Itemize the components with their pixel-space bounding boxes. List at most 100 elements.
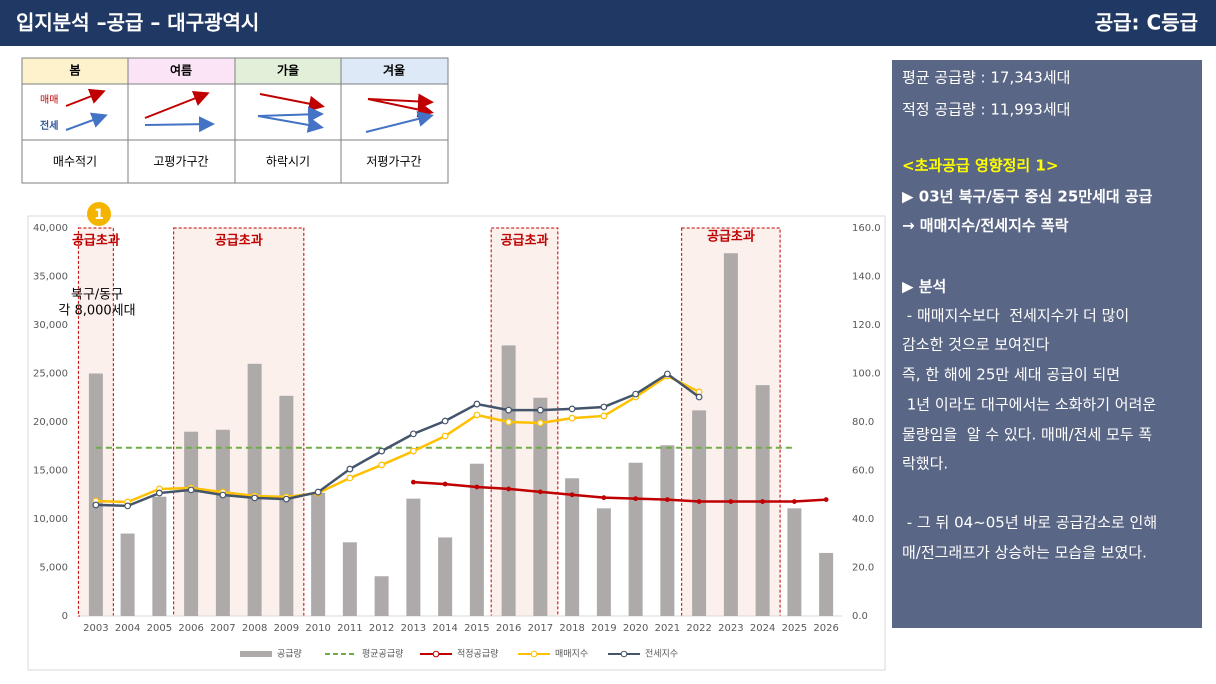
bar bbox=[247, 363, 262, 616]
point bbox=[187, 486, 195, 494]
bar bbox=[628, 462, 643, 616]
legend-label: 공급량 bbox=[277, 648, 302, 660]
y-tick-label: 25,000 bbox=[33, 369, 68, 380]
y2-tick-label: 160.0 bbox=[852, 223, 881, 234]
x-tick-label: 2010 bbox=[305, 623, 330, 634]
phase: 매수적기 bbox=[53, 155, 97, 169]
bar bbox=[374, 576, 389, 616]
highlight-label: 공급초과 bbox=[72, 234, 120, 249]
y-tick-label: 15,000 bbox=[33, 466, 68, 477]
x-tick-label: 2012 bbox=[369, 623, 394, 634]
phase: 고평가구간 bbox=[153, 155, 208, 169]
point bbox=[92, 501, 100, 509]
phase: 저평가구간 bbox=[366, 155, 421, 169]
panel-line: 물량임을 알 수 있다. 매매/전세 모두 폭 bbox=[902, 426, 1152, 444]
annotation-text: 북구/동구 bbox=[71, 288, 123, 303]
point bbox=[409, 430, 417, 438]
x-tick-label: 2011 bbox=[337, 623, 362, 634]
annotation-marker bbox=[87, 202, 111, 226]
legend-label: 평균공급량 bbox=[362, 648, 403, 660]
season: 겨울 bbox=[383, 63, 405, 78]
point bbox=[442, 481, 448, 487]
point bbox=[473, 411, 481, 419]
line bbox=[95, 374, 700, 504]
point bbox=[568, 405, 576, 413]
annotation-number: 1 bbox=[94, 207, 104, 223]
point bbox=[664, 497, 670, 503]
point bbox=[505, 418, 513, 426]
line bbox=[413, 480, 827, 503]
bar bbox=[215, 429, 230, 616]
bar bbox=[787, 508, 802, 616]
table-grid bbox=[22, 58, 448, 183]
x-tick-label: 2025 bbox=[782, 623, 807, 634]
cell bbox=[128, 58, 235, 84]
legend-label: 전세지수 bbox=[645, 649, 678, 660]
y-tick-label: 5,000 bbox=[39, 563, 68, 574]
y2-tick-label: 100.0 bbox=[852, 369, 881, 380]
y-tick-label: 35,000 bbox=[33, 272, 68, 283]
point bbox=[473, 400, 481, 408]
panel-line: ▶ 분석 bbox=[902, 278, 946, 296]
highlight-label: 공급초과 bbox=[215, 234, 263, 249]
bar bbox=[723, 253, 738, 616]
x-tick-label: 2023 bbox=[718, 623, 743, 634]
bar bbox=[533, 397, 548, 616]
x-tick-label: 2007 bbox=[210, 623, 235, 634]
point bbox=[663, 370, 671, 378]
legend-sale: 매매 bbox=[40, 94, 58, 106]
point bbox=[410, 479, 416, 485]
x-tick-label: 2006 bbox=[178, 623, 203, 634]
x-tick-label: 2020 bbox=[623, 623, 648, 634]
bar bbox=[596, 508, 611, 616]
bar bbox=[279, 395, 294, 616]
y2-tick-label: 80.0 bbox=[852, 417, 874, 428]
panel-line: 평균 공급량 : 17,343세대 bbox=[902, 69, 1070, 87]
header-title: 입지분석 –공급 – 대구광역시 bbox=[16, 11, 259, 35]
bar bbox=[501, 345, 516, 616]
point bbox=[633, 496, 639, 502]
x-tick-label: 2015 bbox=[464, 623, 489, 634]
y2-tick-label: 120.0 bbox=[852, 320, 881, 331]
point bbox=[536, 419, 544, 427]
panel-line: ▶ 03년 북구/동구 중심 25만세대 공급 bbox=[902, 188, 1153, 206]
y-tick-label: 20,000 bbox=[33, 417, 68, 428]
bar bbox=[819, 552, 834, 616]
panel-line: 감소한 것으로 보여진다 bbox=[902, 336, 1050, 354]
header-bar bbox=[0, 0, 1216, 46]
panel-line: - 매매지수보다 전세지수가 더 많이 bbox=[902, 307, 1129, 325]
line bbox=[95, 372, 700, 508]
panel-line: → 매매지수/전세지수 폭락 bbox=[902, 217, 1069, 235]
bar bbox=[438, 537, 453, 616]
y2-tick-label: 60.0 bbox=[852, 466, 874, 477]
y2-tick-label: 20.0 bbox=[852, 563, 874, 574]
info-panel bbox=[892, 60, 1202, 628]
point bbox=[251, 494, 259, 502]
panel-line: 즉, 한 해에 25만 세대 공급이 되면 bbox=[902, 366, 1120, 384]
season: 가을 bbox=[277, 63, 299, 78]
y-tick-label: 30,000 bbox=[33, 320, 68, 331]
panel-line: 1년 이라도 대구에서는 소화하기 어려운 bbox=[902, 396, 1156, 414]
point bbox=[823, 497, 829, 503]
y-tick-label: 0 bbox=[62, 611, 68, 622]
point bbox=[600, 412, 608, 420]
highlight-label: 공급초과 bbox=[501, 234, 549, 249]
point bbox=[600, 403, 608, 411]
x-tick-label: 2005 bbox=[147, 623, 172, 634]
point bbox=[378, 461, 386, 469]
point bbox=[568, 414, 576, 422]
bar bbox=[120, 533, 135, 616]
point bbox=[282, 495, 290, 503]
point bbox=[219, 491, 227, 499]
cell bbox=[235, 58, 341, 84]
point bbox=[536, 406, 544, 414]
annotation-text: 각 8,000세대 bbox=[58, 304, 135, 319]
panel-line: <초과공급 영향정리 1> bbox=[902, 157, 1058, 175]
panel-line: 매/전그래프가 상승하는 모습을 보였다. bbox=[902, 544, 1147, 562]
y2-tick-label: 0.0 bbox=[852, 611, 868, 622]
header-grade: 공급: C등급 bbox=[1095, 11, 1198, 35]
legend-jeonse: 전세 bbox=[40, 119, 58, 132]
point bbox=[409, 447, 417, 455]
